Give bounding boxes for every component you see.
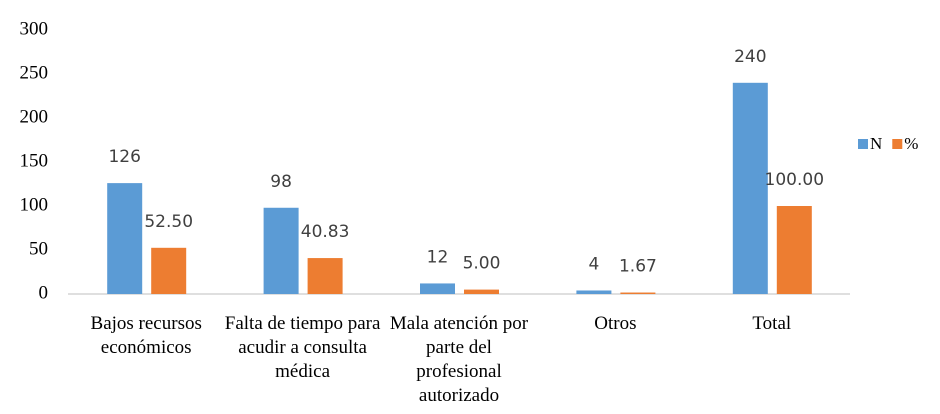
data-label: 52.50 [144,212,193,232]
bar [151,247,187,294]
x-tick-label: Bajos recursos económicos [90,313,202,358]
y-tick-label: 250 [20,62,49,83]
legend-label: % [904,134,918,153]
y-tick-label: 50 [29,238,48,259]
bar [620,292,656,294]
data-label: 40.83 [301,222,350,242]
y-tick-label: 200 [20,106,49,127]
y-tick-label: 150 [20,150,49,171]
bar [732,82,768,294]
y-tick-label: 300 [20,18,49,39]
data-label: 100.00 [765,170,824,190]
bar [464,289,499,294]
x-tick-label: Mala atención por parte del profesional … [389,313,529,406]
y-tick-label: 100 [20,194,49,215]
legend-swatch [858,139,868,149]
data-label: 240 [734,47,766,67]
legend-swatch [892,139,903,149]
bar [307,258,343,294]
x-tick-label: Otros [594,313,637,334]
data-label: 98 [270,172,292,192]
x-tick-label: Falta de tiempo para acudir a consulta m… [224,313,381,382]
bar [263,207,299,294]
bar [776,206,812,294]
data-label: 1.67 [619,257,657,277]
x-tick-label: Total [752,313,792,334]
data-label: 126 [108,147,140,167]
data-label: 5.00 [463,254,501,274]
data-label: 4 [588,254,599,274]
legend-label: N [870,134,882,153]
bar [576,290,612,294]
y-tick-label: 0 [39,282,49,303]
bar [107,183,143,294]
bar [420,283,455,294]
data-label: 12 [427,247,449,267]
